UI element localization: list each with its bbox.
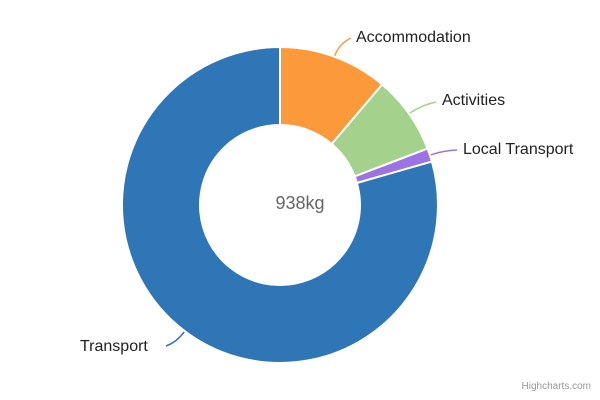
label-connector-transport: [165, 331, 185, 347]
slice-label-local-transport: Local Transport: [463, 141, 574, 158]
slice-label-transport: Transport: [80, 338, 148, 355]
pie-slice-transport[interactable]: [120, 46, 439, 364]
highcharts-credits-link[interactable]: Highcharts.com: [521, 381, 591, 392]
label-connector-local-transport: [430, 149, 458, 156]
slice-label-activities: Activities: [442, 92, 506, 109]
total-emissions-label: 938kg: [275, 193, 325, 213]
label-connector-accommodation: [334, 37, 352, 56]
slice-label-accommodation: Accommodation: [356, 29, 471, 46]
label-connector-activities: [409, 101, 437, 114]
